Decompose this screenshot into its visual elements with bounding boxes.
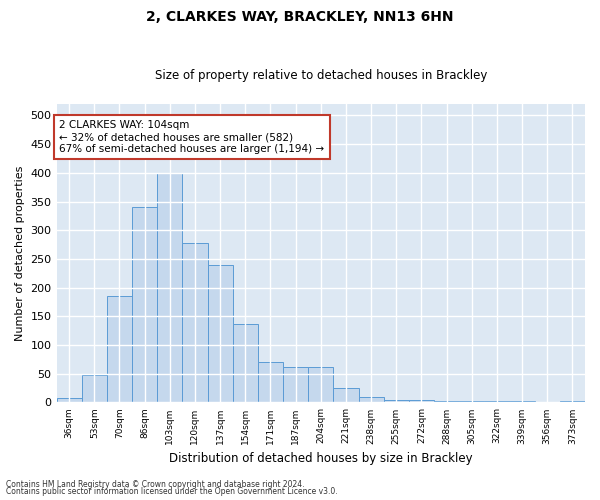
Bar [182, 243, 208, 402]
Bar [157, 173, 182, 402]
Bar [258, 362, 283, 403]
Bar [560, 400, 585, 402]
Bar [56, 398, 82, 402]
Y-axis label: Number of detached properties: Number of detached properties [15, 166, 25, 341]
Bar [459, 400, 484, 402]
Bar [107, 296, 132, 403]
Text: 2, CLARKES WAY, BRACKLEY, NN13 6HN: 2, CLARKES WAY, BRACKLEY, NN13 6HN [146, 10, 454, 24]
Bar [208, 264, 233, 402]
Bar [82, 376, 107, 402]
Text: Contains public sector information licensed under the Open Government Licence v3: Contains public sector information licen… [6, 487, 338, 496]
Bar [308, 367, 334, 402]
Bar [233, 324, 258, 402]
Bar [334, 388, 359, 402]
Text: 2 CLARKES WAY: 104sqm
← 32% of detached houses are smaller (582)
67% of semi-det: 2 CLARKES WAY: 104sqm ← 32% of detached … [59, 120, 325, 154]
Bar [359, 396, 383, 402]
X-axis label: Distribution of detached houses by size in Brackley: Distribution of detached houses by size … [169, 452, 473, 465]
Bar [283, 367, 308, 402]
Bar [132, 208, 157, 402]
Bar [383, 400, 409, 402]
Title: Size of property relative to detached houses in Brackley: Size of property relative to detached ho… [155, 69, 487, 82]
Bar [434, 400, 459, 402]
Bar [409, 400, 434, 402]
Text: Contains HM Land Registry data © Crown copyright and database right 2024.: Contains HM Land Registry data © Crown c… [6, 480, 305, 489]
